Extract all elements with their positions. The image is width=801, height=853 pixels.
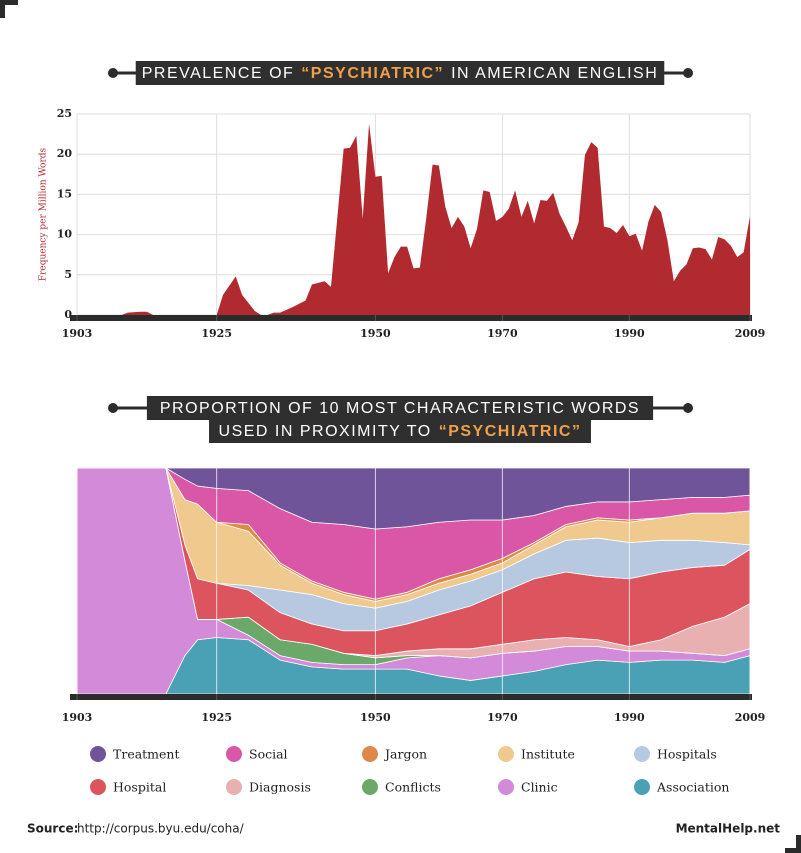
x-tick-label: 1950 [360,711,391,724]
x-axis-bar [70,694,752,700]
x-tick-label: 1925 [201,711,232,724]
corner-mark [0,0,18,18]
chart-title: USED IN PROXIMITY TO “PSYCHIATRIC” [219,423,582,440]
title-part: “PSYCHIATRIC” [301,65,444,82]
banner-knob [683,403,693,413]
x-tick-label: 1950 [360,327,391,340]
legend-swatch [362,746,378,762]
x-tick-label: 1925 [201,327,232,340]
x-tick-label: 2009 [735,711,766,724]
legend-label: Clinic [521,780,558,795]
legend-swatch [90,746,106,762]
x-tick-label: 2009 [735,327,766,340]
chart-title: PREVALENCE OF “PSYCHIATRIC” IN AMERICAN EN… [142,65,659,82]
legend-swatch [634,746,650,762]
legend-label: Association [656,780,729,795]
legend-swatch [226,779,242,795]
legend-label: Treatment [113,747,180,762]
legend-label: Diagnosis [249,780,311,795]
title-part: PREVALENCE OF [142,65,295,82]
y-tick-label: 0 [64,308,72,321]
brand: MentalHelp.net [676,822,781,836]
y-tick-label: 25 [57,107,72,120]
banner-knob [108,68,118,78]
legend-swatch [226,746,242,762]
banner-knob [108,403,118,413]
corner-mark [785,835,801,853]
banner-box [135,61,665,85]
title-part: “PSYCHIATRIC” [439,423,582,440]
legend-label: Institute [521,747,575,762]
legend-label: Conflicts [385,780,441,795]
source-url: http://corpus.byu.edu/coha/ [77,822,245,836]
legend-label: Hospital [113,780,166,795]
y-tick-label: 5 [64,268,72,281]
chart-title: PROPORTION OF 10 MOST CHARACTERISTIC WOR… [160,400,640,417]
x-tick-label: 1970 [487,327,518,340]
legend-label: Jargon [383,747,427,762]
x-tick-label: 1990 [614,327,645,340]
source-label: Source: [27,822,78,836]
x-tick-label: 1903 [62,711,93,724]
y-tick-label: 20 [57,147,73,160]
legend-swatch [498,779,514,795]
banner-box [146,396,654,420]
banner-knob [683,68,693,78]
legend-swatch [90,779,106,795]
x-tick-label: 1970 [487,711,518,724]
area [77,123,750,315]
x-tick-label: 1990 [614,711,645,724]
legend-swatch [362,779,378,795]
x-tick-label: 1903 [62,327,93,340]
legend-label: Social [249,747,288,762]
legend-label: Hospitals [657,747,717,762]
y-tick-label: 15 [57,187,72,200]
y-tick-label: 10 [57,228,73,241]
banner-box [209,419,591,443]
title-part: IN AMERICAN ENGLISH [451,65,658,82]
legend-swatch [498,746,514,762]
title-part: PROPORTION OF 10 MOST CHARACTERISTIC WOR… [160,400,640,417]
y-axis-label: Frequency per Million Words [39,147,49,281]
title-part: USED IN PROXIMITY TO [219,423,432,440]
legend-swatch [634,779,650,795]
x-axis-bar [70,315,752,321]
